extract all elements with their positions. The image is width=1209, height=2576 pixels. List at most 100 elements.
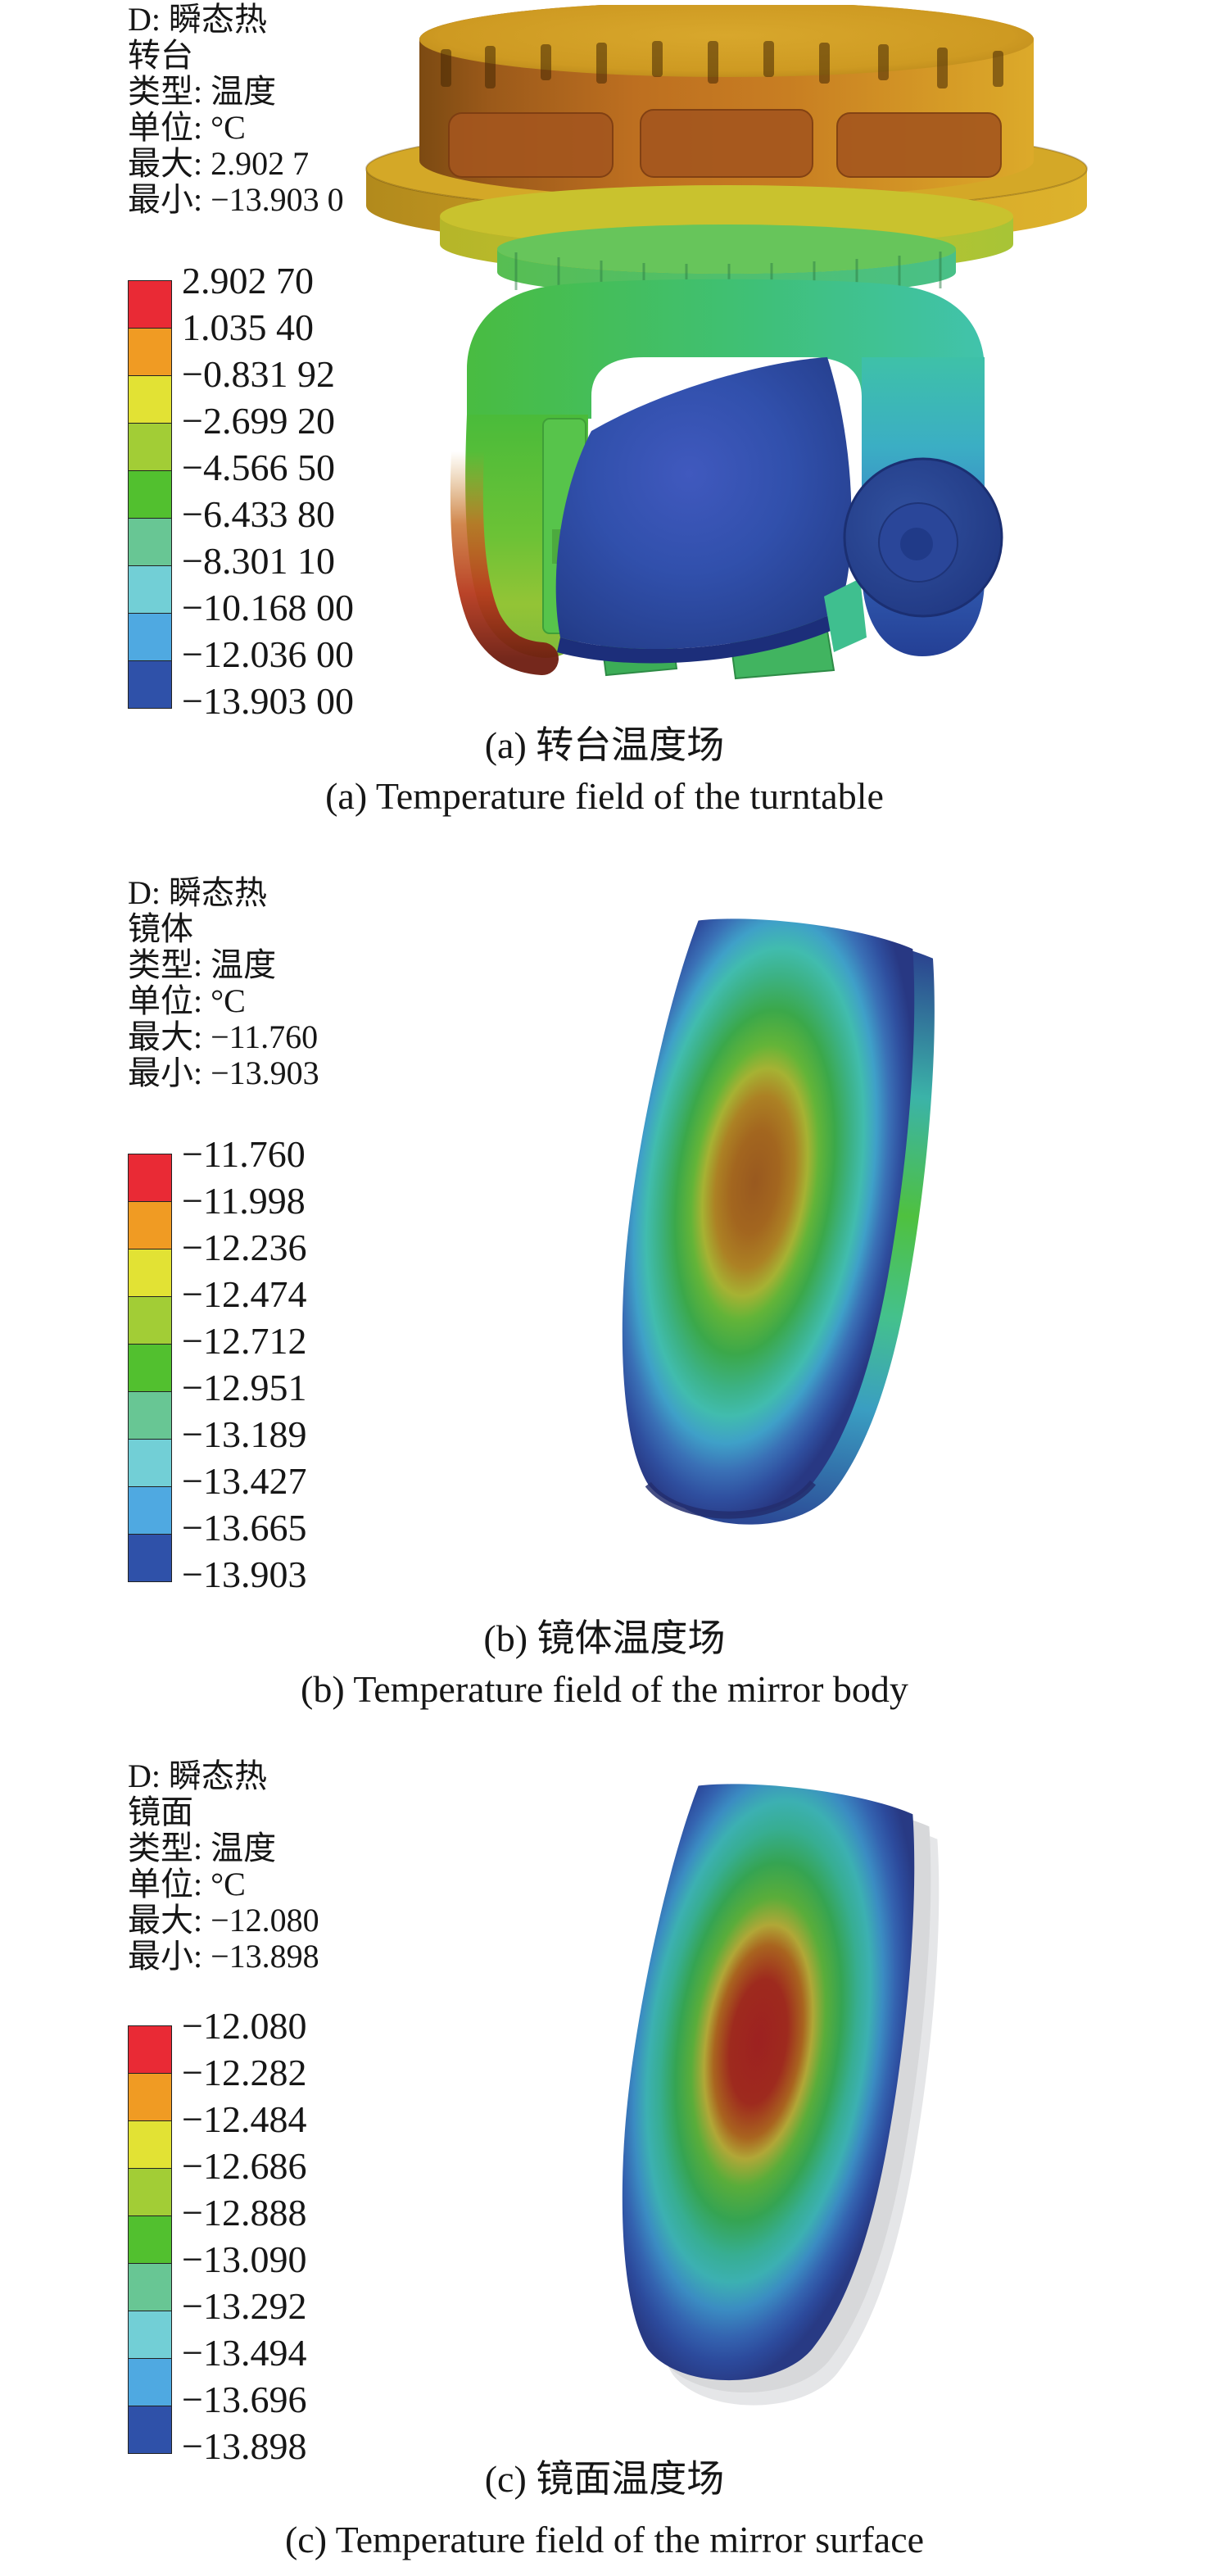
- legend-label: −4.566 50: [182, 447, 335, 488]
- legend-label: −13.898: [182, 2425, 307, 2467]
- annotation-min: 最小: −13.903: [128, 1054, 319, 1091]
- legend-label: −11.998: [182, 1180, 306, 1222]
- legend-label: −8.301 10: [182, 540, 335, 582]
- annotation-analysis: D: 瞬态热: [128, 874, 267, 911]
- fork-arm-right: [843, 357, 1003, 656]
- annotation-min: 最小: −13.898: [128, 1938, 319, 1975]
- annotation-unit: 单位: °C: [128, 109, 246, 146]
- legend-swatch: [129, 2215, 171, 2263]
- legend-swatch: [129, 613, 171, 660]
- legend-label: −13.696: [182, 2379, 307, 2420]
- legend-swatch: [129, 2263, 171, 2311]
- legend-label: −13.090: [182, 2238, 307, 2280]
- mirror-surface-front-face: [622, 1784, 915, 2381]
- legend-swatch: [129, 1439, 171, 1486]
- caption-zh-a: (a) 转台温度场: [484, 724, 725, 766]
- legend-label: −12.484: [182, 2098, 307, 2140]
- annotation-unit: 单位: °C: [128, 982, 246, 1019]
- legend-label: −10.168 00: [182, 587, 354, 628]
- caption-zh-c: (c) 镜面温度场: [484, 2458, 725, 2500]
- legend-label: −12.888: [182, 2192, 307, 2234]
- legend-swatch: [129, 423, 171, 470]
- legend-swatch: [129, 660, 171, 708]
- legend-colorbar: [128, 2025, 172, 2454]
- mirror-body-front-face: [622, 918, 915, 1516]
- annotation-part: 镜体: [128, 910, 193, 947]
- legend-swatch: [129, 1391, 171, 1439]
- legend-label: −12.236: [182, 1227, 307, 1268]
- mirror-body-bottom-rim: [645, 1480, 817, 1519]
- caption-en-c: (c) Temperature field of the mirror surf…: [284, 2519, 925, 2560]
- drum-rim-slots: [441, 41, 1003, 88]
- legend-swatch: [129, 1296, 171, 1344]
- caption-en-a: (a) Temperature field of the turntable: [325, 775, 884, 817]
- legend-swatch: [129, 375, 171, 423]
- annotation-max: 最大: −12.080: [128, 1902, 319, 1939]
- mirror-bracket: [824, 578, 867, 652]
- legend-label: −13.903 00: [182, 680, 354, 722]
- annotation-block-c: D: 瞬态热 镜面 类型: 温度 单位: °C 最大: −12.080 最小: …: [128, 1758, 319, 1975]
- legend-label: −13.427: [182, 1460, 307, 1502]
- legend-label: −12.686: [182, 2145, 307, 2187]
- annotation-analysis: D: 瞬态热: [128, 1, 267, 38]
- annotation-part: 镜面: [128, 1794, 193, 1830]
- legend-swatch: [129, 281, 171, 328]
- legend-label: −12.474: [182, 1273, 307, 1315]
- annotation-part: 转台: [128, 37, 193, 74]
- annotation-block-b: D: 瞬态热 镜体 类型: 温度 单位: °C 最大: −11.760 最小: …: [128, 875, 319, 1091]
- legend-label: −13.494: [182, 2332, 307, 2374]
- legend-label: −11.760: [182, 1133, 306, 1175]
- legend-swatch: [129, 2026, 171, 2073]
- legend-swatch: [129, 2168, 171, 2215]
- annotation-type: 类型: 温度: [128, 73, 277, 110]
- legend-label: −6.433 80: [182, 493, 335, 535]
- caption-zh-b: (b) 镜体温度场: [483, 1617, 726, 1659]
- legend-a: 2.902 70 1.035 40 −0.831 92 −2.699 20 −4…: [128, 262, 354, 720]
- annotation-block-a: D: 瞬态热 转台 类型: 温度 单位: °C 最大: 2.902 7 最小: …: [128, 2, 344, 218]
- legend-swatch: [129, 1344, 171, 1391]
- legend-label: 1.035 40: [182, 306, 314, 348]
- legend-label: −12.282: [182, 2052, 307, 2093]
- legend-c: −12.080 −12.282 −12.484 −12.686 −12.888 …: [128, 2007, 306, 2465]
- legend-swatch: [129, 2406, 171, 2453]
- legend-b: −11.760 −11.998 −12.236 −12.474 −12.712 …: [128, 1136, 306, 1594]
- legend-swatch: [129, 2073, 171, 2120]
- annotation-type: 类型: 温度: [128, 946, 277, 983]
- caption-en-b: (b) Temperature field of the mirror body: [301, 1668, 908, 1710]
- mirror-plate: [555, 357, 867, 664]
- legend-colorbar: [128, 1154, 172, 1582]
- yoke-shoulder: [467, 279, 985, 419]
- annotation-unit: 单位: °C: [128, 1866, 246, 1903]
- legend-label: −13.292: [182, 2285, 307, 2327]
- legend-label: −13.665: [182, 1507, 307, 1549]
- legend-label: 2.902 70: [182, 260, 314, 302]
- legend-swatch: [129, 518, 171, 565]
- arm-hot-edge: [450, 435, 559, 675]
- annotation-analysis: D: 瞬态热: [128, 1757, 267, 1794]
- annotation-max: 最大: −11.760: [128, 1018, 319, 1055]
- legend-swatch: [129, 2120, 171, 2168]
- legend-swatch: [129, 1249, 171, 1296]
- turntable-drum: [419, 5, 1034, 198]
- annotation-max: 最大: 2.902 7: [128, 145, 310, 182]
- legend-label: −12.951: [182, 1367, 307, 1408]
- turntable-model-render: [365, 5, 1088, 680]
- legend-swatch: [129, 1154, 171, 1201]
- legend-swatch: [129, 1486, 171, 1534]
- legend-label: −13.189: [182, 1413, 307, 1455]
- legend-swatch: [129, 1201, 171, 1249]
- legend-label: −12.712: [182, 1320, 307, 1362]
- legend-swatch: [129, 2358, 171, 2406]
- annotation-min: 最小: −13.903 0: [128, 181, 344, 218]
- legend-swatch: [129, 328, 171, 375]
- legend-label: −13.903: [182, 1553, 307, 1595]
- legend-colorbar: [128, 280, 172, 709]
- mirror-body-model-render: [622, 918, 935, 1525]
- legend-swatch: [129, 2311, 171, 2358]
- annotation-type: 类型: 温度: [128, 1830, 277, 1866]
- drum-panels: [448, 109, 1002, 178]
- legend-swatch: [129, 565, 171, 613]
- mirror-surface-model-render: [622, 1784, 940, 2406]
- legend-label: −0.831 92: [182, 353, 335, 395]
